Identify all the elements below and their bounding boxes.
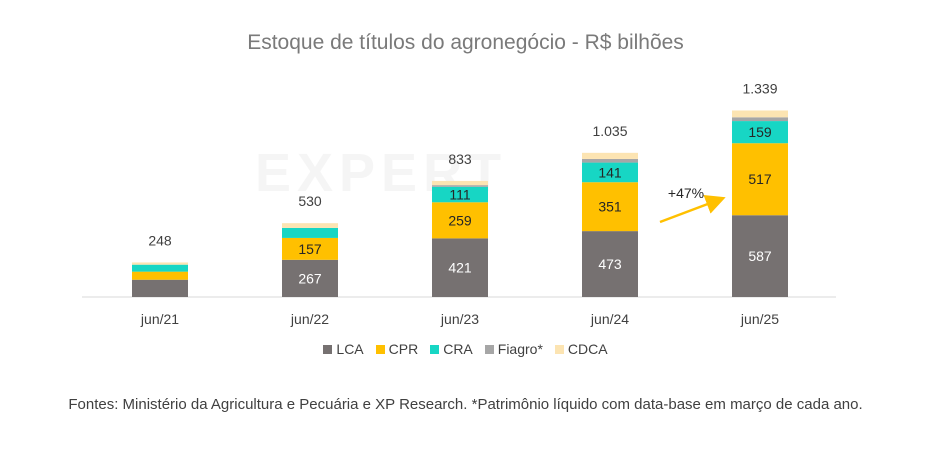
bar-cdca-jun-23 xyxy=(432,180,488,186)
bar-cdca-jun-25 xyxy=(732,110,788,118)
legend-swatch xyxy=(323,344,333,354)
x-tick-jun-25: jun/25 xyxy=(740,311,779,327)
x-tick-jun-24: jun/24 xyxy=(590,311,629,327)
bar-lca-jun-25 xyxy=(732,215,788,297)
data-label-lca-jun-24: 473 xyxy=(598,256,622,272)
total-label-jun-21: 248 xyxy=(148,232,172,248)
bar-lca-jun-22 xyxy=(282,259,338,297)
chart-title: Estoque de títulos do agronegócio - R$ b… xyxy=(247,31,684,54)
bar-cra-jun-22 xyxy=(282,227,338,238)
legend-item-fiagro: Fiagro* xyxy=(484,341,543,357)
data-label-lca-jun-23: 421 xyxy=(448,260,472,276)
x-tick-jun-22: jun/22 xyxy=(290,311,329,327)
data-label-cpr-jun-22: 157 xyxy=(298,241,322,257)
bar-cpr-jun-21 xyxy=(132,271,188,280)
total-label-jun-23: 833 xyxy=(448,151,472,167)
bar-fiagro-jun-24 xyxy=(582,158,638,163)
source-note: Fontes: Ministério da Agricultura e Pecu… xyxy=(68,396,863,413)
bar-cpr-jun-23 xyxy=(432,202,488,239)
total-label-jun-24: 1.035 xyxy=(592,123,627,139)
data-label-cpr-jun-23: 259 xyxy=(448,212,472,228)
bar-cpr-jun-22 xyxy=(282,237,338,260)
total-label-jun-22: 530 xyxy=(298,193,322,209)
growth-annotation: +47% xyxy=(659,185,726,224)
data-label-cpr-jun-24: 351 xyxy=(598,199,622,215)
bar-cpr-jun-24 xyxy=(582,182,638,232)
bar-lca-jun-23 xyxy=(432,238,488,297)
legend-item-cdca: CDCA xyxy=(554,341,608,357)
bar-lca-jun-24 xyxy=(582,231,638,297)
legend-label: CRA xyxy=(443,341,473,357)
data-label-cra-jun-24: 141 xyxy=(598,164,622,180)
x-tick-jun-21: jun/21 xyxy=(140,311,179,327)
bar-cra-jun-21 xyxy=(132,264,188,272)
bar-cra-jun-23 xyxy=(432,186,488,203)
bar-cdca-jun-22 xyxy=(282,223,338,228)
bar-cdca-jun-21 xyxy=(132,262,188,265)
legend-item-cpr: CPR xyxy=(375,341,419,357)
legend: LCA CPR CRA Fiagro* CDCA xyxy=(0,341,931,357)
x-tick-jun-23: jun/23 xyxy=(440,311,479,327)
growth-arrow xyxy=(659,194,726,224)
bar-cra-jun-25 xyxy=(732,121,788,144)
legend-label: Fiagro* xyxy=(497,341,543,357)
x-tick-labels: jun/21 jun/22 jun/23 jun/24 jun/25 xyxy=(140,311,779,327)
legend-swatch xyxy=(430,344,440,354)
legend-item-cra: CRA xyxy=(430,341,473,357)
data-label-cra-jun-25: 159 xyxy=(748,124,772,140)
legend-label: CDCA xyxy=(567,341,608,357)
legend-swatch xyxy=(375,344,385,354)
bars-group: 267 157 421 259 111 473 351 141 587 517 159 xyxy=(132,110,788,297)
growth-label: +47% xyxy=(668,185,704,201)
bar-fiagro-jun-23 xyxy=(432,185,488,187)
bar-cra-jun-24 xyxy=(582,162,638,183)
total-label-jun-25: 1.339 xyxy=(742,80,777,96)
data-label-cpr-jun-25: 517 xyxy=(748,171,772,187)
stacked-bar-chart: 267 157 421 259 111 473 351 141 587 517 159 jun/21… xyxy=(82,80,836,327)
data-label-lca-jun-22: 267 xyxy=(298,270,322,286)
data-label-lca-jun-25: 587 xyxy=(748,248,772,264)
legend-swatch xyxy=(484,344,494,354)
legend-swatch xyxy=(554,344,564,354)
bar-lca-jun-21 xyxy=(132,279,188,297)
bar-cdca-jun-24 xyxy=(582,152,638,159)
total-labels: 248 530 833 1.035 1.339 xyxy=(148,80,777,248)
data-label-cra-jun-23: 111 xyxy=(449,187,470,203)
legend-label: CPR xyxy=(388,341,419,357)
bar-cpr-jun-25 xyxy=(732,143,788,216)
legend-item-lca: LCA xyxy=(323,341,364,357)
bar-fiagro-jun-25 xyxy=(732,117,788,122)
legend-label: LCA xyxy=(336,341,364,357)
